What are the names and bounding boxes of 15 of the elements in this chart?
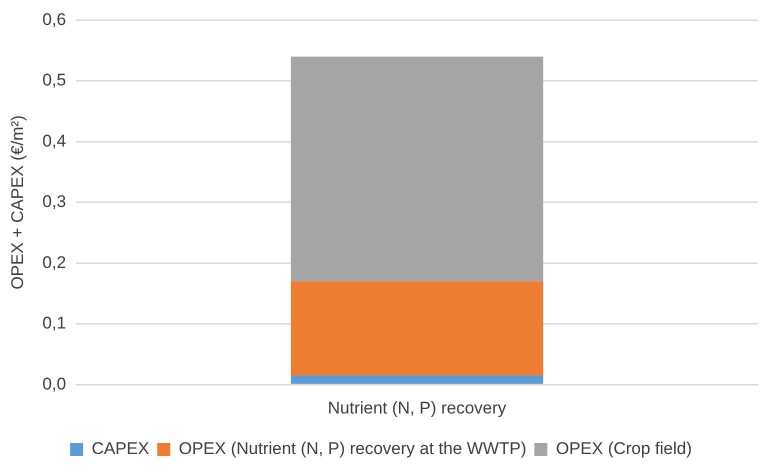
legend-label: OPEX (Nutrient (N, P) recovery at the WWTP) — [178, 439, 526, 458]
y-tick-label: 0,3 — [42, 192, 66, 212]
y-tick-label: 0,5 — [42, 70, 66, 90]
y-tick-label: 0,6 — [42, 10, 66, 29]
y-tick-label: 0,0 — [42, 374, 66, 394]
y-tick-label: 0,1 — [42, 314, 66, 333]
legend-label: OPEX (Crop field) — [556, 439, 692, 458]
bar — [290, 375, 544, 384]
y-tick-label: 0,2 — [42, 252, 66, 272]
y-axis-title: OPEX + CAPEX (€/m²) — [8, 115, 27, 290]
x-tick-label: Nutrient (N, P) recovery — [328, 398, 507, 418]
legend-label: CAPEX — [92, 439, 150, 458]
y-tick-label: 0,4 — [42, 131, 66, 150]
bar — [290, 281, 544, 376]
bar — [290, 56, 544, 282]
